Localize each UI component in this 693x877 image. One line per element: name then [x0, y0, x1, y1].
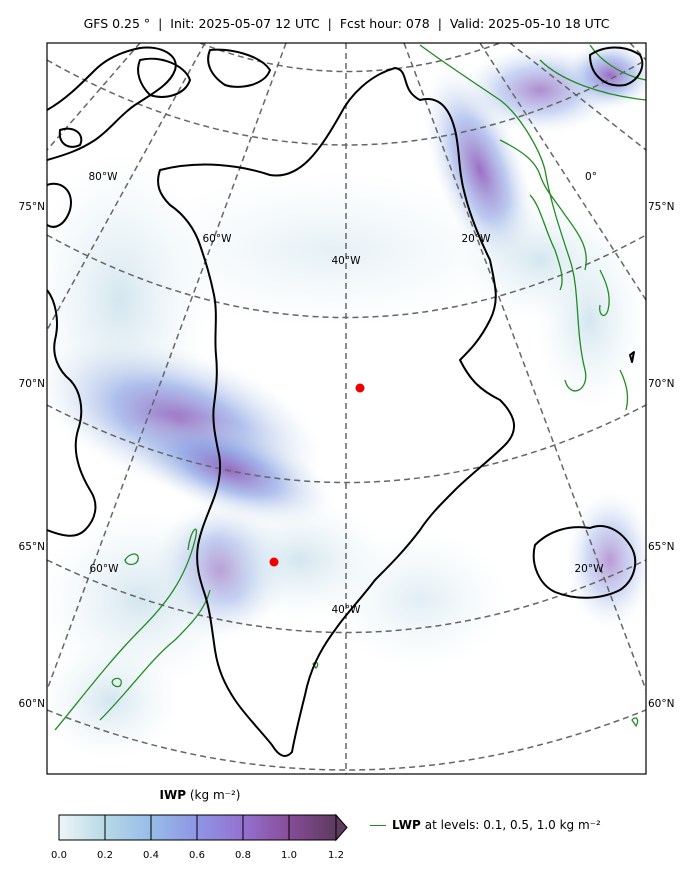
lon-label: 60°W [90, 563, 120, 575]
lat-label-right: 70°N [648, 378, 674, 390]
lwp-legend-label: at levels: 0.1, 0.5, 1.0 kg m⁻² [424, 818, 601, 832]
colorbar-title: IWP (kg m⁻²) [100, 788, 300, 802]
colorbar-tick: 0.0 [51, 850, 67, 861]
figure-title: GFS 0.25 ° | Init: 2025-05-07 12 UTC | F… [83, 16, 610, 31]
map-area [47, 43, 646, 774]
lat-label-right: 60°N [648, 698, 674, 710]
lon-label: 0° [585, 171, 597, 183]
colorbar-title-unit: (kg m⁻²) [189, 788, 241, 802]
colorbar-tick: 0.6 [189, 850, 205, 861]
marker-south [269, 557, 279, 567]
lon-label: 40°W [332, 255, 362, 267]
colorbar: 0.0 0.2 0.4 0.6 0.8 1.0 1.2 [51, 813, 348, 861]
marker-north [355, 383, 365, 393]
colorbar-tick: 0.2 [97, 850, 113, 861]
colorbar-tick: 1.0 [281, 850, 297, 861]
iwp-shading [47, 43, 646, 760]
colorbar-tick: 1.2 [328, 850, 344, 861]
lwp-legend: LWP at levels: 0.1, 0.5, 1.0 kg m⁻² [370, 818, 601, 832]
lat-label-left: 75°N [19, 201, 45, 213]
colorbar-tick: 0.4 [143, 850, 159, 861]
lat-label-right: 65°N [648, 541, 674, 553]
lon-label: 20°W [575, 563, 605, 575]
lwp-legend-swatch [370, 824, 386, 826]
lat-label-left: 65°N [19, 541, 45, 553]
lon-label: 60°W [203, 233, 233, 245]
lat-label-left: 70°N [19, 378, 45, 390]
colorbar-title-variable: IWP [159, 788, 187, 802]
lat-label-right: 75°N [648, 201, 674, 213]
colorbar-tick: 0.8 [235, 850, 251, 861]
lon-label: 80°W [89, 171, 119, 183]
lon-label: 20°W [462, 233, 492, 245]
map-frame [46, 42, 647, 775]
lon-label: 40°W [332, 604, 362, 616]
lwp-legend-variable: LWP [392, 818, 421, 832]
lat-label-left: 60°N [19, 698, 45, 710]
coastlines [47, 46, 644, 757]
lwp-contours [54, 44, 646, 731]
